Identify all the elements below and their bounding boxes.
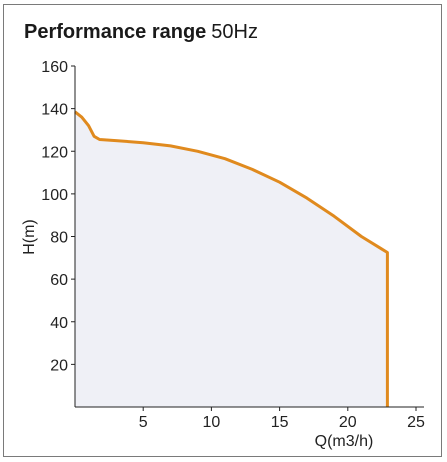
y-tick-label: 60 xyxy=(50,272,68,289)
y-tick-label: 140 xyxy=(41,102,68,119)
y-tick-label: 80 xyxy=(50,230,68,247)
range-area xyxy=(75,111,388,408)
y-tick-label: 100 xyxy=(41,187,68,204)
chart-card: Performance range 50Hz 20 40 60 80 100 120 140 1… xyxy=(3,4,442,457)
title-frequency: 50Hz xyxy=(211,21,258,43)
y-tick-label: 20 xyxy=(50,357,68,374)
performance-chart: 20 40 60 80 100 120 140 160 5 10 15 20 25 H(m) Q(m3/h) xyxy=(21,59,425,450)
chart-title: Performance range 50Hz xyxy=(24,21,258,44)
y-tick-label: 40 xyxy=(50,315,68,332)
x-tick-label: 20 xyxy=(339,414,357,431)
y-axis-label: H(m) xyxy=(21,219,38,255)
x-tick-label: 5 xyxy=(139,414,148,431)
y-tick-label: 120 xyxy=(41,144,68,161)
performance-curve xyxy=(74,110,389,407)
y-tick-label: 160 xyxy=(41,59,68,76)
x-tick-label: 25 xyxy=(407,414,425,431)
x-axis-label: Q(m3/h) xyxy=(315,433,374,450)
x-tick-label: 10 xyxy=(203,414,221,431)
title-main: Performance range xyxy=(24,21,207,43)
x-tick-label: 15 xyxy=(271,414,289,431)
